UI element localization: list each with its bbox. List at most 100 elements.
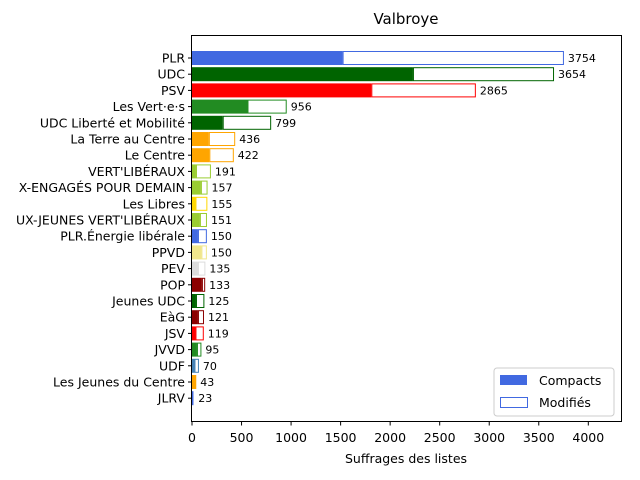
bar-compact — [192, 229, 198, 244]
category-label: PSV — [161, 83, 185, 98]
value-label: 23 — [198, 392, 212, 405]
category-label: Les Libres — [123, 196, 185, 211]
category-label: UDC — [157, 67, 185, 82]
category-label: PLR — [162, 51, 186, 66]
bar-modified — [200, 180, 208, 195]
bar-modified — [222, 115, 272, 130]
bars-group — [192, 51, 564, 406]
bar-modified — [209, 148, 234, 163]
category-label: UDC Liberté et Mobilité — [40, 115, 185, 130]
bar-modified — [196, 342, 202, 357]
category-label: POP — [160, 277, 185, 292]
value-label: 133 — [209, 279, 230, 292]
category-label: JLRV — [157, 391, 186, 406]
category-label: Les Vert·e·s — [113, 99, 185, 114]
bar-compact — [192, 83, 372, 98]
value-label: 70 — [203, 360, 217, 373]
x-tick-label: 2500 — [424, 430, 456, 445]
value-label: 956 — [291, 101, 312, 114]
value-label: 151 — [211, 214, 232, 227]
value-label: 436 — [239, 133, 260, 146]
bar-compact — [192, 245, 202, 260]
bar-compact — [192, 164, 196, 179]
bar-compact — [192, 67, 413, 82]
bar-modified — [194, 358, 199, 373]
x-tick-label: 3500 — [523, 430, 555, 445]
bar-compact — [192, 358, 195, 373]
legend-modified-label: Modifiés — [539, 395, 591, 410]
category-label: La Terre au Centre — [70, 132, 185, 147]
bar-modified — [199, 213, 207, 227]
bar-compact — [192, 51, 343, 65]
bar-modified — [195, 294, 205, 308]
category-label: JSV — [164, 326, 186, 341]
category-label: PLR.Énergie libérale — [60, 229, 185, 244]
bar-modified — [342, 51, 564, 65]
bar-compact — [192, 261, 198, 276]
bar-compact — [192, 375, 195, 389]
chart-title: Valbroye — [373, 10, 438, 28]
x-tick-label: 4000 — [572, 430, 604, 445]
bar-compact — [192, 277, 202, 292]
x-axis: 0 500 1000 1500 2000 2500 3000 3500 4000 — [188, 421, 604, 445]
x-tick-label: 1500 — [325, 430, 357, 445]
bar-compact — [192, 310, 198, 325]
value-label: 157 — [212, 182, 233, 195]
category-label: UX-JEUNES VERT'LIBÉRAUX — [16, 213, 185, 228]
bar-modified — [201, 277, 206, 292]
value-label: 191 — [215, 165, 236, 178]
bar-compact — [192, 213, 200, 227]
bar-compact — [192, 391, 194, 406]
bar-modified — [197, 261, 206, 276]
bar-modified — [194, 375, 197, 389]
bar-modified — [412, 67, 555, 82]
category-label: Le Centre — [125, 148, 186, 163]
bar-compact — [192, 294, 196, 308]
x-axis-label: Suffrages des listes — [345, 451, 467, 466]
x-tick-label: 1000 — [275, 430, 307, 445]
category-label: UDF — [159, 358, 185, 373]
bar-compact — [192, 132, 209, 146]
category-label: PPVD — [152, 245, 185, 260]
value-label: 150 — [211, 246, 232, 259]
value-label: 799 — [275, 117, 296, 130]
category-label: JVVD — [154, 342, 185, 357]
x-tick-label: 500 — [230, 430, 254, 445]
legend-modified-swatch — [500, 397, 528, 408]
category-label: PEV — [161, 261, 185, 276]
category-label: EàG — [160, 310, 185, 325]
bar-compact — [192, 196, 196, 211]
bar-modified — [201, 245, 207, 260]
x-tick-label: 3000 — [473, 430, 505, 445]
value-label: 155 — [211, 198, 232, 211]
bar-compact — [192, 99, 248, 114]
bar-modified — [195, 196, 208, 211]
bar-modified — [197, 229, 207, 244]
value-label: 3654 — [558, 68, 586, 81]
bar-compact — [192, 180, 201, 195]
bar-modified — [197, 310, 204, 325]
value-label: 150 — [211, 230, 232, 243]
value-label: 3754 — [568, 52, 596, 65]
bar-compact — [192, 148, 210, 163]
value-label: 135 — [209, 263, 230, 276]
bar-modified — [195, 164, 211, 179]
value-label: 95 — [205, 344, 219, 357]
category-label: VERT'LIBÉRAUX — [88, 164, 185, 179]
bar-modified — [195, 326, 204, 341]
value-label: 422 — [238, 149, 259, 162]
bar-compact — [192, 326, 196, 341]
x-tick-label: 0 — [188, 430, 196, 445]
value-label: 43 — [200, 376, 214, 389]
legend: Compacts Modifiés — [493, 367, 615, 417]
plot-frame — [191, 35, 622, 422]
value-label: 119 — [208, 327, 229, 340]
legend-compact-swatch — [500, 375, 527, 385]
value-label: 121 — [208, 311, 229, 324]
value-label: 2865 — [480, 84, 508, 97]
x-tick-label: 2000 — [374, 430, 406, 445]
category-label: Jeunes UDC — [111, 294, 185, 309]
